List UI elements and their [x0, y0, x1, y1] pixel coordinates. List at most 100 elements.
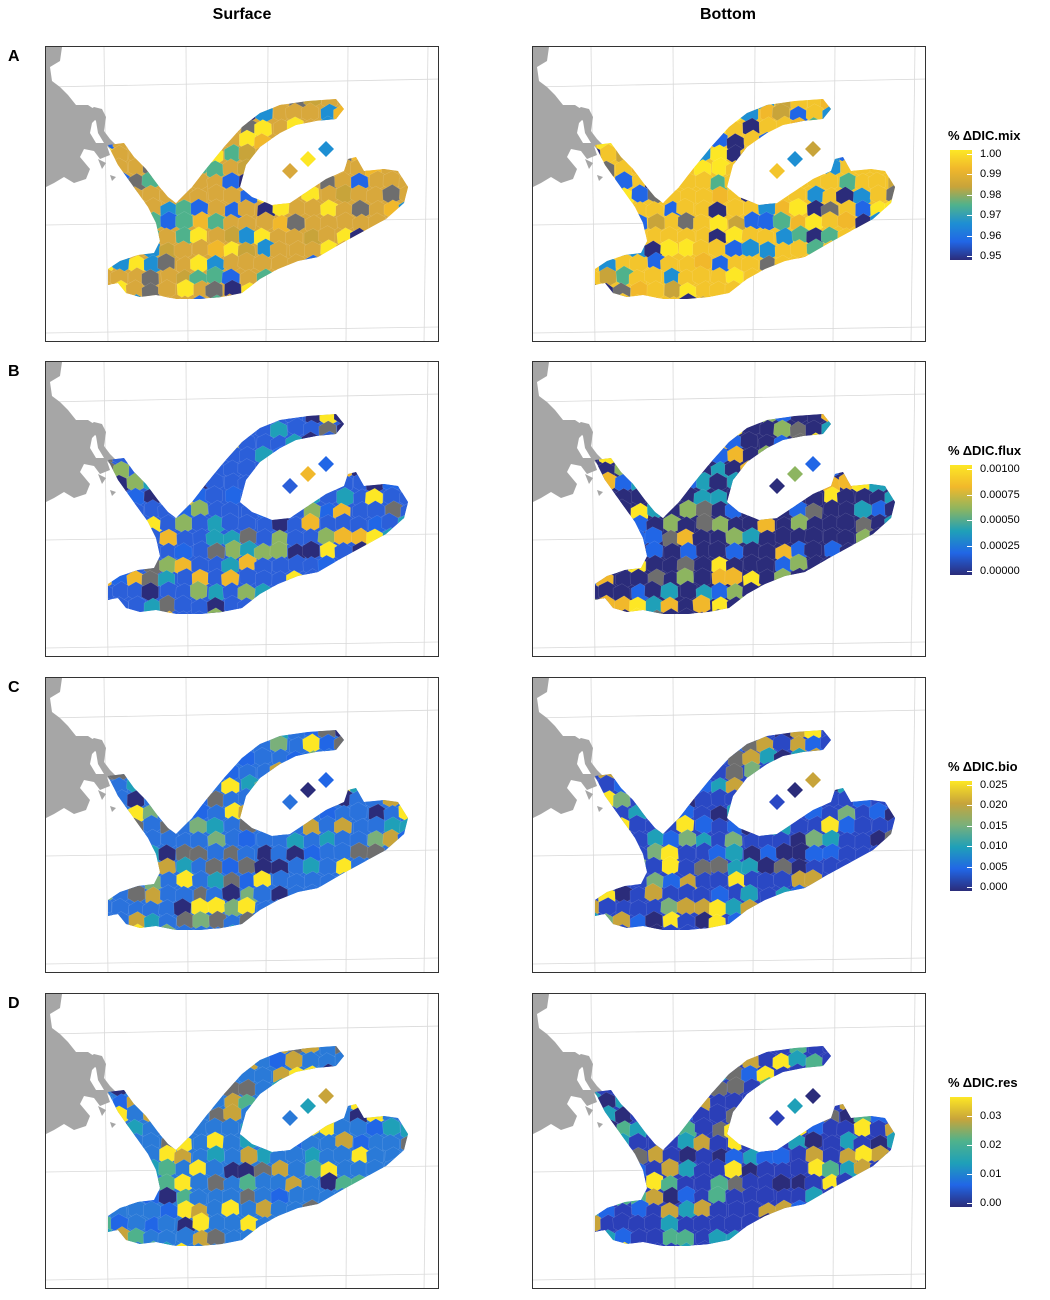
- map-cell: [381, 1079, 400, 1100]
- map-cell: [886, 597, 895, 614]
- map-cell: [599, 1188, 617, 1209]
- map-cell: [678, 460, 697, 482]
- map-cell: [597, 99, 616, 112]
- legend-tick-label: 0.00025: [980, 539, 1020, 552]
- map-cell: [870, 583, 889, 605]
- map-cell: [852, 748, 871, 769]
- map-cell: [869, 280, 888, 299]
- map-cell: [384, 913, 403, 930]
- map-cell: [158, 733, 177, 755]
- map-cell: [757, 268, 776, 289]
- map-cell: [676, 1091, 695, 1113]
- map-cell: [271, 459, 290, 480]
- map-cell: [757, 899, 776, 920]
- map-cell: [350, 1046, 369, 1060]
- map-cell: [628, 225, 646, 247]
- map-cell: [320, 925, 338, 930]
- map-cell: [143, 925, 162, 930]
- map-cell: [599, 803, 618, 824]
- map-cell: [111, 736, 131, 758]
- map-cell: [398, 580, 408, 601]
- map-cell: [741, 789, 761, 811]
- map-cell: [175, 99, 194, 112]
- map-cell: [678, 132, 697, 153]
- map-cell: [839, 1200, 858, 1221]
- map-cell: [902, 749, 919, 769]
- map-cell: [676, 730, 695, 744]
- map-cell: [142, 420, 162, 442]
- map-cell: [125, 228, 144, 249]
- map-cell: [806, 885, 825, 906]
- map-cell: [349, 414, 368, 427]
- map-cell: [679, 105, 698, 127]
- map-cell: [614, 1078, 633, 1100]
- map-cell: [772, 281, 791, 299]
- map-cell: [884, 414, 895, 425]
- map-cell: [352, 763, 371, 784]
- map-svg: [46, 678, 438, 972]
- map-cell: [206, 1064, 226, 1085]
- map-cell: [204, 730, 223, 742]
- map-cell: [678, 748, 697, 769]
- map-cell: [142, 105, 160, 126]
- legend-tick-label: 0.025: [980, 779, 1008, 791]
- map-cell: [788, 1079, 807, 1100]
- map-cell: [660, 748, 679, 769]
- map-cell: [790, 1242, 809, 1246]
- map-cell: [599, 1145, 618, 1166]
- map-cell: [128, 99, 147, 110]
- map-cell: [382, 871, 401, 892]
- map-cell: [806, 596, 825, 614]
- map-cell: [902, 887, 919, 907]
- map-cell: [742, 475, 761, 496]
- map-cell: [174, 159, 193, 181]
- map-cell: [414, 283, 432, 303]
- map-cell: [415, 803, 432, 823]
- map-cell: [302, 610, 321, 614]
- map-cell: [629, 419, 647, 440]
- map-cell: [646, 1066, 665, 1087]
- map-cell: [854, 857, 873, 879]
- map-cell: [740, 927, 759, 930]
- graticule-line: [265, 678, 269, 972]
- map-cell: [108, 172, 113, 194]
- map-cell: [271, 295, 290, 299]
- map-cell: [207, 750, 226, 771]
- legend-tick-mark: [967, 887, 972, 888]
- map-cell: [381, 99, 400, 111]
- map-cell: [871, 295, 890, 299]
- map-cell: [384, 595, 403, 614]
- map-cell: [399, 240, 408, 261]
- map-cell: [111, 815, 130, 837]
- map-cell: [886, 1160, 895, 1181]
- map-cell: [612, 444, 631, 466]
- map-cell: [838, 414, 857, 427]
- map-cell: [334, 444, 353, 465]
- map-cell: [414, 569, 432, 589]
- map-cell: [141, 448, 161, 469]
- map-cell: [237, 414, 256, 427]
- map-cell: [709, 709, 726, 729]
- map-panel-bottom: [532, 361, 926, 657]
- map-cell: [189, 445, 209, 466]
- map-cell: [365, 730, 385, 743]
- map-svg: [46, 362, 438, 656]
- map-cell: [662, 146, 681, 167]
- map-cell: [303, 392, 321, 412]
- map-cell: [773, 267, 792, 288]
- map-cell: [368, 885, 387, 907]
- map-cell: [110, 923, 129, 930]
- map-cell: [366, 582, 385, 604]
- graticule-line: [423, 678, 429, 972]
- graticule-line: [533, 957, 925, 965]
- graticule-line: [910, 362, 916, 656]
- map-cell: [271, 816, 290, 838]
- map-cell: [756, 292, 775, 299]
- map-cell: [382, 76, 399, 96]
- map-cell: [805, 926, 824, 930]
- map-cell: [903, 296, 921, 316]
- map-cell: [209, 420, 227, 441]
- map-cell: [692, 1046, 711, 1057]
- map-cell: [694, 760, 713, 781]
- map-cell: [773, 76, 790, 96]
